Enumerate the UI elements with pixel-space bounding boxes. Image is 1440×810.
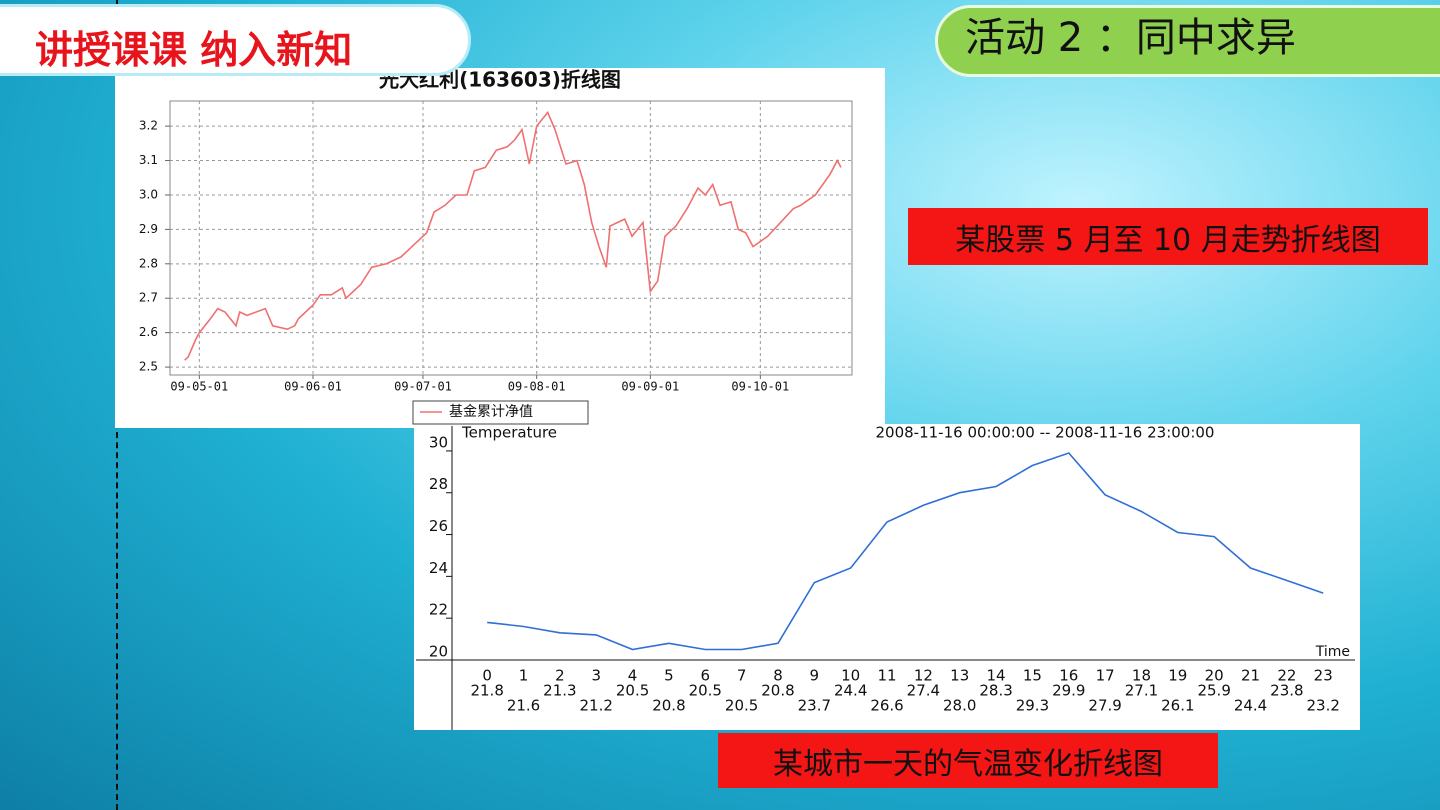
- chart-2-panel: [414, 424, 1360, 730]
- y-tick-label: 2.5: [139, 360, 158, 374]
- value-label: 20.5: [725, 697, 758, 715]
- x-tick-label: 5: [664, 667, 674, 685]
- value-label: 21.8: [470, 682, 503, 700]
- value-label: 20.5: [616, 682, 649, 700]
- x-tick-label: 09-07-01: [394, 380, 452, 394]
- x-tick-label: 11: [877, 667, 896, 685]
- section-banner: 讲授课课 纳入新知: [0, 4, 471, 76]
- value-label: 28.0: [943, 697, 976, 715]
- y-tick-label: 2.9: [139, 222, 158, 236]
- y-tick-label: 24: [429, 559, 448, 577]
- value-label: 24.4: [1234, 697, 1267, 715]
- value-label: 24.4: [834, 682, 867, 700]
- x-tick-label: 14: [987, 667, 1006, 685]
- value-label: 29.3: [1016, 697, 1049, 715]
- x-tick-label: 09-08-01: [508, 380, 566, 394]
- x-tick-label: 2: [555, 667, 565, 685]
- value-label: 23.8: [1270, 682, 1303, 700]
- data-line: [487, 452, 1324, 651]
- x-tick-label: 4: [628, 667, 638, 685]
- value-label: 21.3: [543, 682, 576, 700]
- value-label: 21.6: [507, 697, 540, 715]
- x-tick-label: 9: [810, 667, 820, 685]
- x-tick-label: 23: [1314, 667, 1333, 685]
- y-tick-label: 2.8: [139, 256, 158, 270]
- chart-subtitle: 2008-11-16 00:00:00 -- 2008-11-16 23:00:…: [876, 424, 1215, 442]
- data-line: [184, 110, 842, 361]
- value-label: 27.1: [1125, 682, 1158, 700]
- x-tick-label: 3: [591, 667, 601, 685]
- value-label: 29.9: [1052, 682, 1085, 700]
- y-tick-label: 20: [429, 643, 448, 661]
- value-label: 26.6: [870, 697, 903, 715]
- value-label: 20.5: [689, 682, 722, 700]
- x-tick-label: 7: [737, 667, 747, 685]
- value-label: 20.8: [761, 682, 794, 700]
- plot-frame: [169, 100, 853, 376]
- x-tick-label: 16: [1059, 667, 1078, 685]
- x-tick-label: 10: [841, 667, 860, 685]
- x-tick-label: 22: [1277, 667, 1296, 685]
- x-tick-label: 6: [701, 667, 711, 685]
- x-tick-label: 19: [1168, 667, 1187, 685]
- activity-banner: [935, 5, 1440, 77]
- x-tick-label: 8: [773, 667, 783, 685]
- value-label: 28.3: [979, 682, 1012, 700]
- y-tick-label: 2.7: [139, 291, 158, 305]
- chart-1-panel: [115, 68, 885, 428]
- value-label: 27.9: [1088, 697, 1121, 715]
- y-tick-label: 3.0: [139, 187, 158, 201]
- value-label: 23.7: [798, 697, 831, 715]
- y-tick-label: 3.1: [139, 153, 158, 167]
- value-label: 21.2: [580, 697, 613, 715]
- value-label: 27.4: [907, 682, 940, 700]
- value-label: 26.1: [1161, 697, 1194, 715]
- x-tick-label: 1: [519, 667, 529, 685]
- value-label: 25.9: [1197, 682, 1230, 700]
- x-tick-label: 0: [482, 667, 492, 685]
- x-axis-label: Time: [1315, 644, 1350, 660]
- x-tick-label: 21: [1241, 667, 1260, 685]
- caption: 某城市一天的气温变化折线图: [718, 733, 1218, 788]
- value-label: 23.2: [1307, 697, 1340, 715]
- x-tick-label: 13: [950, 667, 969, 685]
- legend-label: 基金累计净值: [449, 403, 533, 420]
- x-tick-label: 20: [1205, 667, 1224, 685]
- x-tick-label: 09-09-01: [621, 380, 679, 394]
- x-tick-label: 18: [1132, 667, 1151, 685]
- y-tick-label: 30: [429, 433, 448, 451]
- x-tick-label: 12: [914, 667, 933, 685]
- x-tick-label: 15: [1023, 667, 1042, 685]
- y-tick-label: 2.6: [139, 325, 158, 339]
- x-tick-label: 09-10-01: [731, 380, 789, 394]
- x-tick-label: 09-06-01: [284, 380, 342, 394]
- legend-box: [412, 400, 589, 425]
- y-axis-label: Temperature: [461, 424, 557, 442]
- caption: 某股票 5 月至 10 月走势折线图: [908, 208, 1428, 265]
- y-tick-label: 22: [429, 601, 448, 619]
- y-tick-label: 3.2: [139, 119, 158, 133]
- y-tick-label: 26: [429, 517, 448, 535]
- x-tick-label: 09-05-01: [170, 380, 228, 394]
- x-tick-label: 17: [1096, 667, 1115, 685]
- y-tick-label: 28: [429, 475, 448, 493]
- value-label: 20.8: [652, 697, 685, 715]
- section-title: 讲授课课 纳入新知: [35, 28, 353, 72]
- activity-title: 活动 2 ：同中求异: [965, 15, 1296, 61]
